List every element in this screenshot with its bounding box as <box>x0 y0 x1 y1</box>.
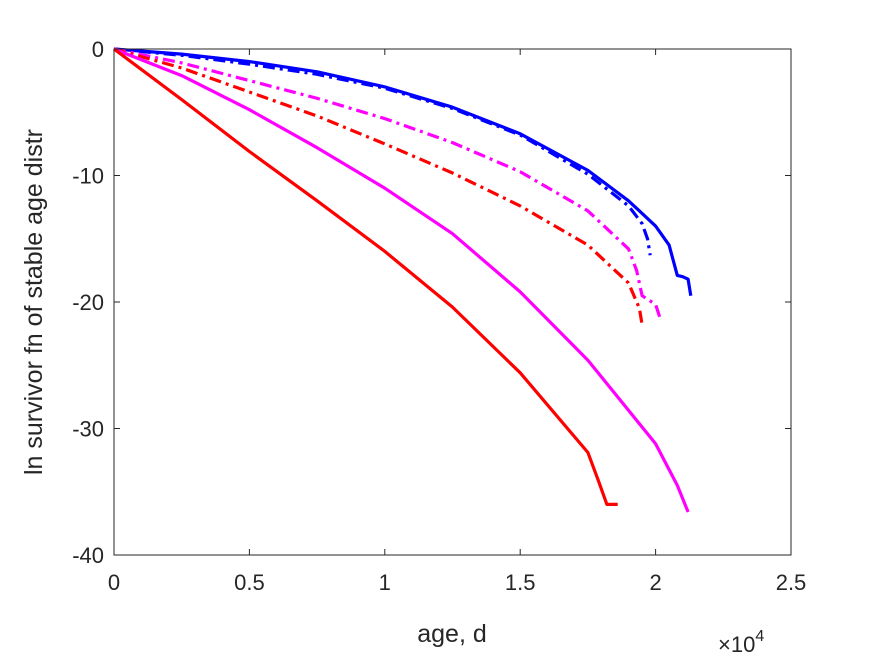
y-tick-label: -20 <box>72 290 104 315</box>
y-axis-ticks: 0 -10 -20 -30 -40 <box>72 37 791 568</box>
x-axis-exponent-power: 4 <box>755 628 764 645</box>
x-tick-label: 1.5 <box>505 570 536 595</box>
x-axis-title: age, d <box>417 620 487 648</box>
y-tick-label: -10 <box>72 164 104 189</box>
series-line-4 <box>113 47 644 326</box>
y-tick-label: 0 <box>92 37 104 62</box>
x-tick-label: 2.5 <box>776 570 807 595</box>
x-axis-ticks: 0 0.5 1 1.5 2 2.5 <box>108 49 806 595</box>
y-axis-title: ln survivor fn of stable age distr <box>20 129 48 475</box>
series-line-1 <box>113 47 693 296</box>
x-tick-label: 0 <box>108 570 120 595</box>
y-tick-label: -40 <box>72 543 104 568</box>
series-layer <box>113 47 693 513</box>
x-axis-exponent: ×104 <box>718 628 764 656</box>
series-line-2 <box>113 47 652 256</box>
y-tick-label: -30 <box>72 417 104 442</box>
series-line-6 <box>113 47 618 506</box>
series-line-5 <box>113 47 690 513</box>
x-tick-label: 1 <box>379 570 391 595</box>
series-line-3 <box>113 47 663 322</box>
x-tick-label: 2 <box>649 570 661 595</box>
x-tick-label: 0.5 <box>234 570 265 595</box>
x-axis-exponent-base: ×10 <box>718 632 755 656</box>
